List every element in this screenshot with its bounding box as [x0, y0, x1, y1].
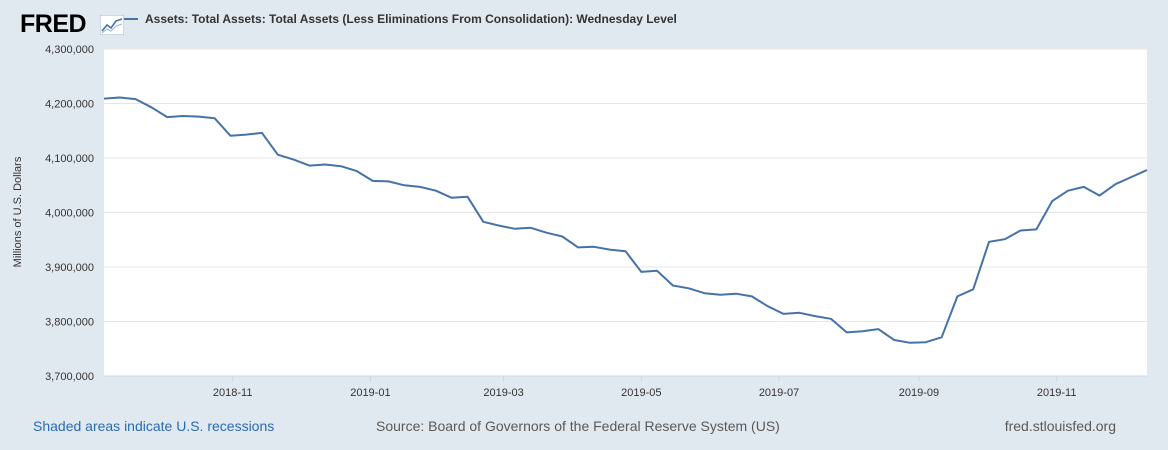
recession-note-link[interactable]: Shaded areas indicate U.S. recessions — [33, 418, 275, 434]
fred-logo-text: FRED — [20, 10, 87, 38]
y-tick-label: 4,000,000 — [45, 208, 94, 220]
y-tick-label: 3,700,000 — [45, 371, 94, 383]
x-tick-label: 2019-07 — [759, 387, 799, 399]
series-line[interactable] — [103, 96, 1148, 344]
x-tick-label: 2019-05 — [621, 387, 661, 399]
x-tick-label: 2019-09 — [899, 387, 939, 399]
y-tick-label: 4,100,000 — [45, 153, 94, 165]
x-axis-ticks: 2018-11 2019-01 2019-03 2019-05 2019-07 2019-… — [104, 375, 1147, 399]
source-note: Source: Board of Governors of the Federa… — [376, 418, 780, 434]
y-tick-label: 4,200,000 — [45, 99, 94, 111]
x-tick-label: 2019-01 — [350, 387, 390, 399]
y-tick-label: 4,300,000 — [45, 44, 94, 56]
line-chart: 3,700,000 3,800,000 3,900,000 4,000,000 4,10… — [12, 44, 1148, 399]
site-link[interactable]: fred.stlouisfed.org — [1004, 418, 1116, 434]
chart-legend[interactable]: Assets: Total Assets: Total Assets (Less… — [124, 12, 677, 26]
y-tick-label: 3,900,000 — [45, 262, 94, 274]
line-chart-icon — [100, 15, 124, 35]
legend-label: Assets: Total Assets: Total Assets (Less… — [145, 12, 677, 26]
y-axis-ticks: 3,700,000 3,800,000 3,900,000 4,000,000 4,10… — [45, 44, 94, 383]
y-axis-label: Millions of U.S. Dollars — [12, 156, 24, 267]
legend-swatch — [124, 18, 138, 20]
y-tick-label: 3,800,000 — [45, 317, 94, 329]
series-group — [103, 96, 1148, 344]
x-tick-label: 2018-11 — [213, 387, 253, 399]
x-tick-label: 2019-03 — [483, 387, 523, 399]
x-tick-label: 2019-11 — [1037, 387, 1077, 399]
